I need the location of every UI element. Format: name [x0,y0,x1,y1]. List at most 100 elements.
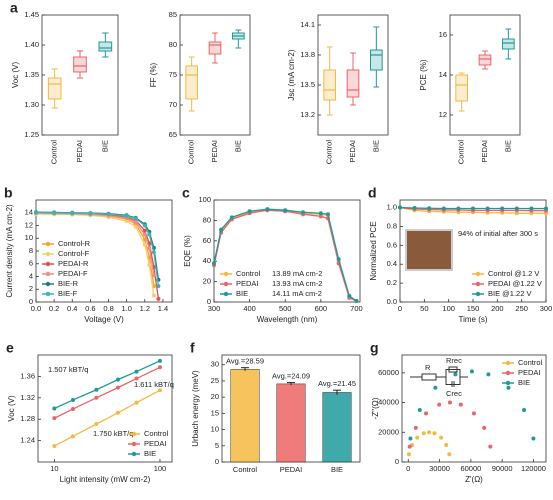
y-tick-label: 0 [215,457,219,466]
legend-label: PEDAI-F [58,269,88,278]
x-tick-label: 200 [491,304,504,313]
circuit-label: R [425,363,431,372]
x-tick-label: 1.2 [140,304,150,313]
data-point [424,411,429,416]
data-point [301,210,306,215]
data-point [247,209,252,214]
y-tick-label: 0.6 [387,240,397,249]
x-tick-label: 0.6 [85,304,95,313]
value-label: Avg.=24.09 [272,372,310,381]
data-point [70,211,75,216]
y-tick-label: 65 [169,130,177,139]
data-point [52,210,57,215]
plot-frame [317,14,389,136]
series-line [54,366,161,419]
legend-marker [131,441,137,447]
data-point [229,215,234,220]
x-tick-label: Control [187,140,196,165]
data-point [448,400,452,405]
y-tick-label: 13.5 [300,80,315,89]
y-axis-label: Current density (mA cm-2) [5,204,14,298]
data-point [94,395,99,400]
y-tick-label: 13.2 [300,110,315,119]
data-point [142,242,147,247]
y-tick-label: 1.30 [24,100,39,109]
legend-marker [45,251,51,257]
legend-marker [45,241,51,247]
x-tick-label: PEDAI [210,140,219,163]
data-point [444,442,449,447]
legend-label: PEDAI [236,279,259,288]
data-point [151,273,156,278]
data-point [347,293,352,298]
y-tick-label: 1.0 [387,203,397,212]
data-point [134,400,139,405]
circuit-label: Rrec [446,356,462,365]
y-axis-label: EQE (%) [183,235,192,267]
data-point [354,298,359,303]
y-tick-label: 1.32 [20,393,35,402]
legend-marker [475,271,481,277]
data-point [133,220,138,225]
x-tick-label: Control [233,465,258,474]
legend-label: Control-R [58,239,91,248]
data-point [115,410,120,415]
y-tick-label: 1.45 [24,10,39,19]
y-axis-label: Voc (V) [11,62,20,89]
bar [276,383,306,463]
x-tick-label: 0 [398,304,402,313]
data-point [157,365,162,370]
y-tick-label: 80 [169,40,177,49]
x-axis-label: Z'(Ω) [465,475,483,484]
y-tick-label: 14 [25,208,33,217]
legend-label: BIE-R [58,279,79,288]
y-tick-label: 13.8 [300,50,315,59]
series-line [54,389,161,447]
data-point [421,431,426,436]
legend-marker [45,281,51,287]
x-tick-label: 600 [315,304,328,313]
legend-label: PEDAI-R [58,259,89,268]
annotation: 94% of initial after 300 s [458,229,538,238]
y-tick-label: 16 [439,30,447,39]
y-tick-label: 85 [169,10,177,19]
series-line [54,360,161,410]
panel-label: e [6,340,14,356]
data-point [325,212,330,217]
data-point [106,212,111,217]
data-point [432,431,437,436]
x-tick-label: 60000 [460,464,481,473]
value-label: Avg.=21.45 [318,379,356,388]
legend-marker [505,360,511,366]
circuit-label: Crec [446,389,462,398]
data-point [447,452,452,457]
plot-frame [401,354,547,463]
x-tick-label: 90000 [492,464,513,473]
x-axis-label: Time (s) [458,315,487,324]
legend-label: Control-F [58,249,90,258]
y-tick-label: 6 [29,259,33,268]
data-point [529,206,534,211]
box [208,41,222,55]
data-point [34,210,38,215]
y-tick-label: 15 [211,408,219,417]
legend-label: Control @1.2 V [488,269,539,278]
y-axis-label: FF (%) [149,62,158,87]
data-point [453,372,458,377]
legend-label: BIE @1.22 V [488,289,531,298]
legend-marker [223,271,229,277]
x-tick-label: Control [325,140,334,165]
box [370,49,383,71]
x-tick-label: 700 [350,304,363,313]
data-point [514,206,519,211]
x-tick-label: 0.8 [103,304,113,313]
y-axis-label: Jsc (mA cm-2) [287,49,296,100]
data-point [439,435,444,440]
data-point [456,206,461,211]
legend-marker [505,370,511,376]
data-point [544,206,548,211]
y-tick-label: 0 [395,457,399,466]
data-point [318,214,323,219]
legend-value: 14.11 mA cm-2 [272,289,322,298]
data-point [156,296,161,301]
